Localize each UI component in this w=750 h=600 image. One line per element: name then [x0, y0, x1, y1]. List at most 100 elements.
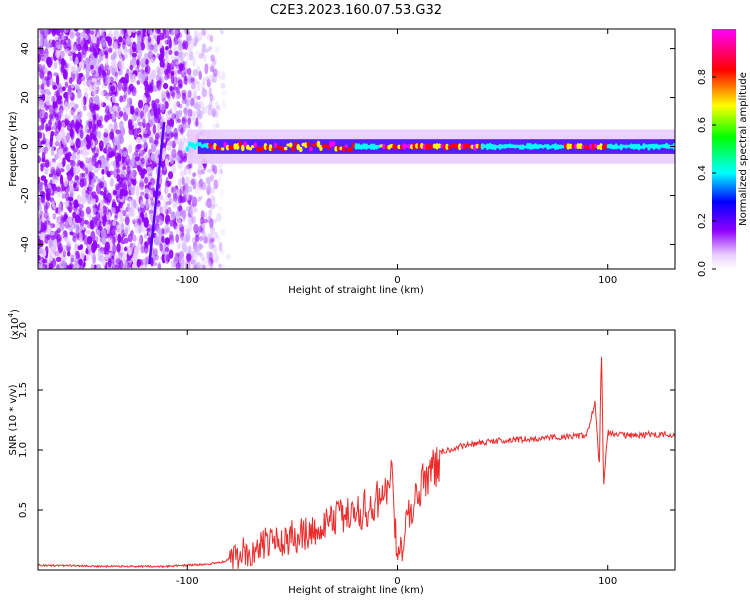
- snr-y-scale-note: (x104): [7, 309, 21, 340]
- heatmap-cell: [114, 71, 119, 78]
- heatmap-cell: [75, 31, 81, 37]
- heatmap-cell: [177, 242, 181, 250]
- heatmap-cell: [150, 56, 156, 64]
- heatmap-cell: [148, 139, 154, 145]
- heatmap-cell: [181, 92, 187, 100]
- heatmap-cell: [199, 254, 205, 260]
- heatmap-cell: [184, 59, 188, 71]
- heatmap-cell: [132, 234, 137, 242]
- heatmap-cell: [199, 100, 205, 110]
- heatmap-cell: [39, 70, 45, 79]
- heatmap-cell: [170, 56, 176, 61]
- heatmap-cell: [178, 189, 182, 199]
- heatmap-band-cell: [437, 143, 442, 149]
- heatmap-cell: [123, 246, 128, 252]
- heatmap-cell: [210, 174, 214, 181]
- heatmap-cell: [65, 192, 70, 201]
- heatmap-band-cell: [233, 143, 237, 150]
- heatmap-cell: [189, 97, 194, 108]
- heatmap-cell: [132, 199, 137, 209]
- heatmap-cell: [76, 163, 80, 168]
- heatmap-band-cell: [480, 143, 485, 150]
- heatmap-cell: [165, 70, 171, 79]
- heatmap-cell: [111, 105, 118, 112]
- heatmap-cell: [143, 233, 148, 239]
- heatmap-cell: [219, 189, 224, 199]
- heatmap-cell: [153, 46, 158, 54]
- heatmap-cell: [178, 45, 184, 51]
- heatmap-cell: [41, 265, 46, 269]
- heatmap-cell: [95, 218, 102, 228]
- spectrogram-y-ticks: 40 20 0 -20 -40: [20, 42, 675, 253]
- heatmap-cell: [112, 50, 119, 55]
- heatmap-cell: [147, 172, 153, 177]
- x-tick-label: 0: [394, 275, 400, 286]
- heatmap-cell: [87, 141, 92, 149]
- heatmap-cell: [85, 206, 91, 215]
- heatmap-cell: [92, 89, 96, 96]
- heatmap-cell: [182, 209, 187, 220]
- heatmap-cell: [173, 132, 179, 141]
- x-tick-label: 100: [598, 275, 617, 286]
- heatmap-cell: [38, 45, 44, 55]
- heatmap-band-cell: [631, 143, 636, 150]
- heatmap-cell: [64, 101, 69, 112]
- heatmap-cell: [212, 68, 218, 77]
- heatmap-cell: [104, 224, 111, 230]
- heatmap-cell: [66, 240, 72, 247]
- heatmap-cell: [117, 48, 122, 56]
- y-tick-label: 1.0: [18, 442, 29, 458]
- heatmap-cell: [53, 95, 57, 103]
- heatmap-cell: [119, 193, 123, 200]
- heatmap-cell: [217, 206, 223, 212]
- heatmap-cell: [126, 97, 131, 104]
- heatmap-cell: [177, 109, 183, 118]
- heatmap-cell: [138, 149, 145, 157]
- heatmap-cell: [140, 58, 145, 69]
- heatmap-cell: [42, 67, 48, 74]
- heatmap-cell: [56, 111, 62, 121]
- heatmap-cell: [108, 47, 113, 53]
- heatmap-cell: [94, 72, 100, 77]
- heatmap-cell: [206, 250, 211, 260]
- heatmap-cell: [112, 189, 118, 196]
- heatmap-cell: [209, 219, 214, 226]
- heatmap-cell: [96, 263, 102, 269]
- heatmap-cell: [137, 241, 141, 251]
- heatmap-cell: [39, 29, 44, 35]
- heatmap-cell: [180, 257, 185, 269]
- snr-y-ticks: 0.5 1.0 1.5 2.0: [18, 322, 675, 518]
- heatmap-cell: [165, 113, 171, 121]
- heatmap-cell: [211, 59, 217, 65]
- heatmap-band-cell: [349, 146, 354, 152]
- heatmap-cell: [187, 90, 192, 99]
- heatmap-cell: [48, 46, 54, 53]
- heatmap-cell: [194, 261, 201, 269]
- heatmap-cell: [171, 148, 177, 159]
- heatmap-cell: [135, 30, 142, 36]
- heatmap-cell: [210, 203, 216, 210]
- heatmap-cell: [209, 99, 213, 110]
- heatmap-cell: [56, 264, 60, 269]
- heatmap-cell: [211, 73, 218, 83]
- heatmap-cell: [197, 121, 203, 130]
- heatmap-cell: [113, 30, 119, 37]
- heatmap-band-cell: [288, 142, 293, 148]
- heatmap-cell: [221, 99, 227, 109]
- heatmap-cell: [220, 30, 224, 36]
- snr-y-scale-base: (x104): [7, 309, 21, 340]
- heatmap-cell: [90, 263, 95, 269]
- snr-x-ticks: -100 0 100: [176, 330, 617, 587]
- heatmap-cell: [190, 110, 196, 121]
- heatmap-cell: [205, 76, 209, 81]
- heatmap-cell: [216, 212, 222, 222]
- heatmap-cell: [98, 115, 104, 123]
- heatmap-band-cell: [462, 143, 467, 150]
- heatmap-cell: [38, 248, 44, 255]
- heatmap-cell: [122, 251, 126, 262]
- heatmap-cell: [181, 150, 187, 161]
- heatmap-cell: [76, 36, 81, 47]
- heatmap-cell: [181, 121, 187, 132]
- heatmap-cell: [41, 212, 46, 223]
- heatmap-cell: [42, 258, 48, 264]
